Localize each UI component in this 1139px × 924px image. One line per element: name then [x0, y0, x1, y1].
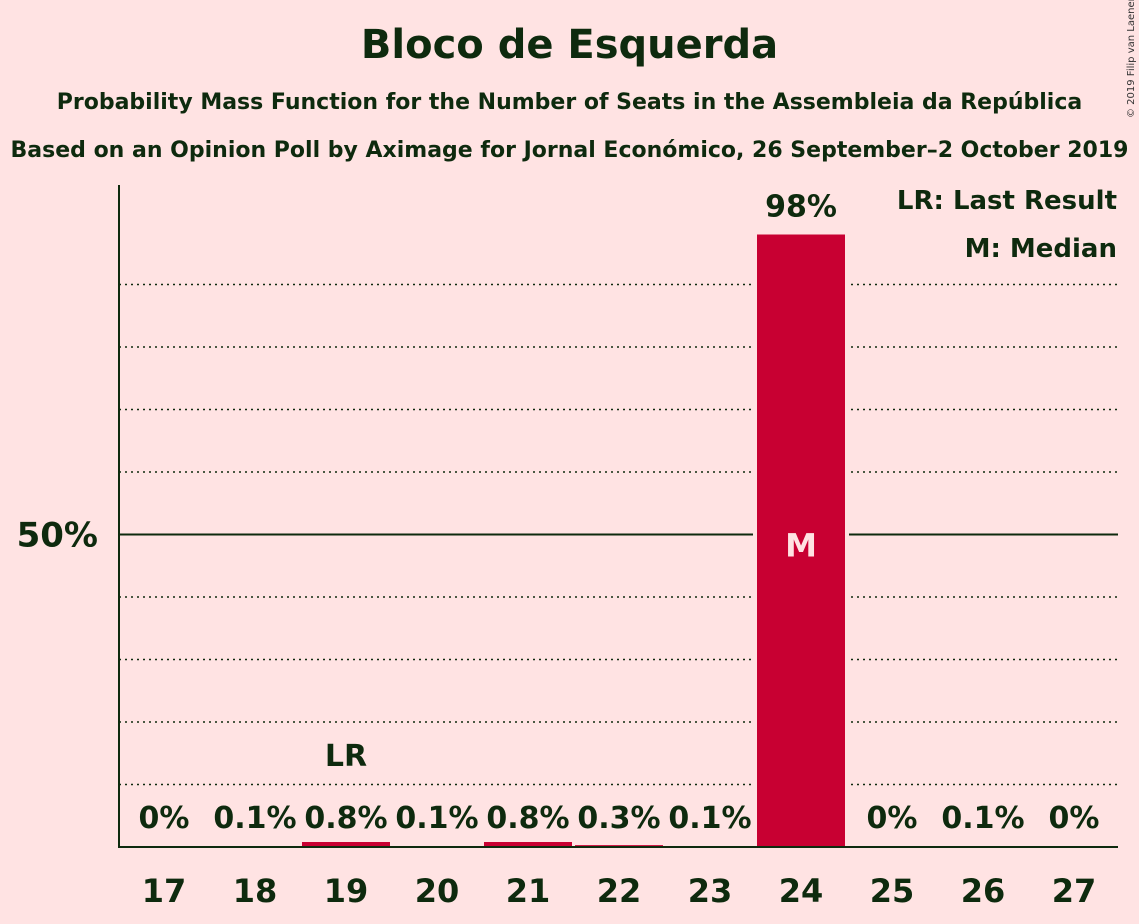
gridlines [119, 283, 1118, 786]
last-result-marker: LR [325, 739, 367, 774]
value-label-27: 0% [1049, 801, 1100, 836]
axes: 50% 17 18 19 20 21 22 23 24 25 26 27 [17, 185, 1118, 910]
median-bar-halo-left [753, 234, 757, 847]
chart-source: Based on an Opinion Poll by Aximage for … [10, 138, 1129, 163]
value-labels: M0% 0.1% 0.8% 0.1% 0.8% 0.3% 0.1%98%0% 0.1% 0%LR [139, 190, 1100, 837]
median-marker: M [785, 527, 817, 565]
legend-median: M: Median [965, 234, 1117, 264]
x-tick-label-23: 23 [688, 872, 733, 910]
x-tick-label-19: 19 [324, 872, 369, 910]
value-label-19: 0.8% [304, 801, 387, 836]
chart-subtitle: Probability Mass Function for the Number… [56, 90, 1083, 115]
legend-last-result: LR: Last Result [897, 186, 1117, 216]
x-tick-label-25: 25 [870, 872, 915, 910]
bar-21 [484, 842, 572, 847]
value-label-21: 0.8% [486, 801, 569, 836]
value-label-26: 0.1% [941, 801, 1024, 836]
value-label-24: 98% [765, 190, 837, 225]
value-label-22: 0.3% [577, 801, 660, 836]
value-label-20: 0.1% [395, 801, 478, 836]
x-tick-label-18: 18 [233, 872, 278, 910]
x-tick-label-22: 22 [597, 872, 642, 910]
chart-title: Bloco de Esquerda [360, 22, 779, 68]
value-label-23: 0.1% [668, 801, 751, 836]
y-tick-label-50: 50% [17, 516, 98, 556]
x-tick-label-26: 26 [961, 872, 1006, 910]
value-label-25: 0% [867, 801, 918, 836]
x-tick-label-24: 24 [779, 872, 824, 910]
bar-19 [302, 842, 390, 847]
value-label-17: 0% [139, 801, 190, 836]
x-tick-label-21: 21 [506, 872, 551, 910]
x-tick-label-27: 27 [1052, 872, 1097, 910]
value-label-18: 0.1% [213, 801, 296, 836]
bars [211, 234, 1027, 847]
x-tick-label-20: 20 [415, 872, 460, 910]
median-bar-halo-right [845, 234, 849, 847]
x-tick-label-17: 17 [142, 872, 187, 910]
bar-24 [757, 234, 845, 847]
